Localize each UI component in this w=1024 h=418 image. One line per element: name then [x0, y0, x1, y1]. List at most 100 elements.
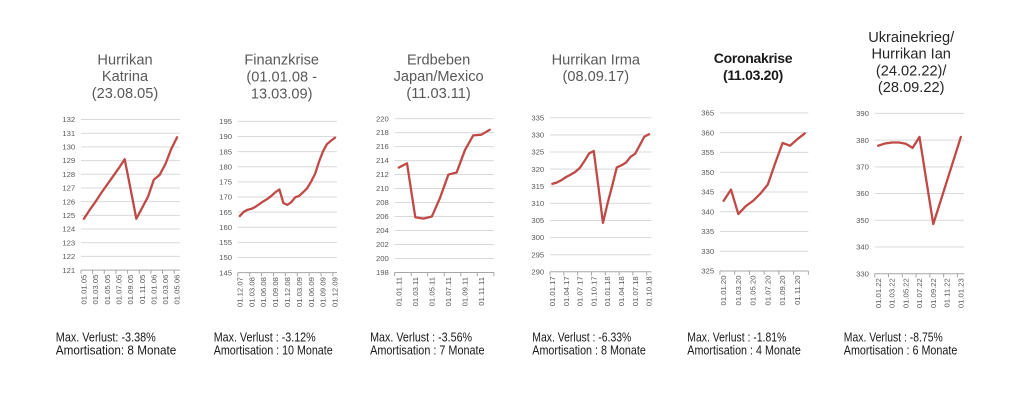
svg-text:01.09.08: 01.09.08 — [271, 277, 280, 307]
svg-text:01.07.11: 01.07.11 — [444, 277, 453, 306]
svg-text:01.07.22: 01.07.22 — [915, 278, 924, 308]
svg-text:01.05.11: 01.05.11 — [427, 277, 436, 306]
svg-text:Erdbeben: Erdbeben — [407, 52, 470, 68]
svg-text:01.09.20: 01.09.20 — [778, 276, 787, 306]
svg-text:206: 206 — [376, 212, 389, 221]
svg-text:Max. Verlust : -3.56%: Max. Verlust : -3.56% — [370, 330, 472, 344]
svg-text:305: 305 — [531, 216, 544, 225]
svg-text:01.01.20: 01.01.20 — [719, 276, 728, 306]
svg-text:01.03.09: 01.03.09 — [295, 277, 304, 307]
svg-text:01.03.06: 01.03.06 — [161, 275, 170, 305]
svg-text:210: 210 — [376, 184, 389, 193]
svg-text:360: 360 — [701, 128, 714, 137]
svg-text:310: 310 — [531, 199, 544, 208]
svg-text:01.03.05: 01.03.05 — [91, 275, 100, 305]
svg-text:01.09.09: 01.09.09 — [319, 277, 328, 307]
svg-text:01.09.22: 01.09.22 — [929, 278, 938, 308]
svg-text:01.06.08: 01.06.08 — [259, 277, 268, 307]
svg-text:01.03.08: 01.03.08 — [247, 277, 256, 307]
svg-text:Max. Verlust : -6.33%: Max. Verlust : -6.33% — [532, 330, 631, 344]
svg-text:01.06.09: 01.06.09 — [307, 277, 316, 307]
svg-text:Hurrikan Irma: Hurrikan Irma — [552, 52, 641, 68]
svg-text:130: 130 — [62, 143, 75, 152]
svg-text:390: 390 — [856, 109, 869, 118]
svg-text:01.03.11: 01.03.11 — [411, 277, 420, 306]
svg-text:208: 208 — [376, 198, 389, 207]
svg-text:01.05.22: 01.05.22 — [901, 278, 910, 308]
svg-text:Ukrainekrieg/: Ukrainekrieg/ — [868, 30, 955, 46]
svg-text:Amortisation : 4 Monate: Amortisation : 4 Monate — [687, 343, 801, 357]
svg-text:01.07.17: 01.07.17 — [576, 276, 585, 306]
svg-text:01.05.20: 01.05.20 — [749, 276, 758, 306]
svg-text:216: 216 — [376, 142, 389, 151]
svg-text:Amortisation : 7 Monate: Amortisation : 7 Monate — [370, 343, 485, 357]
svg-text:01.04.17: 01.04.17 — [562, 276, 571, 306]
svg-text:198: 198 — [376, 268, 389, 277]
svg-text:131: 131 — [62, 129, 75, 138]
svg-text:128: 128 — [62, 170, 75, 179]
svg-text:Japan/Mexico: Japan/Mexico — [394, 69, 484, 85]
svg-text:01.12.08: 01.12.08 — [283, 277, 292, 307]
svg-text:202: 202 — [376, 240, 389, 249]
svg-text:Finanzkrise: Finanzkrise — [244, 52, 319, 68]
svg-text:185: 185 — [219, 147, 232, 156]
svg-text:335: 335 — [531, 113, 544, 122]
svg-text:123: 123 — [62, 238, 75, 247]
svg-text:195: 195 — [219, 117, 232, 126]
svg-text:(28.09.22): (28.09.22) — [878, 80, 945, 96]
svg-text:Amortisation : 10 Monate: Amortisation : 10 Monate — [214, 343, 333, 357]
svg-text:01.07.20: 01.07.20 — [763, 276, 772, 306]
svg-text:325: 325 — [701, 267, 714, 276]
svg-text:Hurrikan: Hurrikan — [97, 52, 152, 68]
svg-text:340: 340 — [856, 243, 869, 252]
svg-text:01.01.18: 01.01.18 — [603, 276, 612, 306]
svg-text:220: 220 — [376, 114, 389, 123]
svg-text:330: 330 — [856, 269, 869, 278]
svg-text:150: 150 — [219, 253, 232, 262]
svg-text:345: 345 — [701, 188, 714, 197]
svg-text:127: 127 — [62, 184, 75, 193]
svg-text:200: 200 — [376, 254, 389, 263]
svg-text:180: 180 — [219, 162, 232, 171]
svg-text:214: 214 — [376, 156, 390, 165]
svg-text:170: 170 — [219, 193, 232, 202]
svg-text:335: 335 — [701, 227, 714, 236]
svg-text:315: 315 — [531, 182, 544, 191]
svg-text:325: 325 — [531, 148, 544, 157]
svg-text:Max. Verlust : -1.81%: Max. Verlust : -1.81% — [687, 330, 786, 344]
svg-text:380: 380 — [856, 136, 869, 145]
svg-text:350: 350 — [701, 168, 714, 177]
svg-text:Amortisation: 8 Monate: Amortisation: 8 Monate — [56, 343, 177, 357]
svg-text:(08.09.17): (08.09.17) — [563, 69, 630, 85]
svg-text:165: 165 — [219, 208, 232, 217]
svg-text:218: 218 — [376, 128, 389, 137]
svg-text:01.01.05: 01.01.05 — [80, 275, 89, 305]
svg-text:01.03.22: 01.03.22 — [888, 278, 897, 308]
svg-text:01.04.18: 01.04.18 — [617, 276, 626, 306]
svg-text:190: 190 — [219, 132, 232, 141]
svg-text:01.09.11: 01.09.11 — [461, 277, 470, 306]
svg-text:330: 330 — [701, 247, 714, 256]
svg-text:212: 212 — [376, 170, 389, 179]
svg-text:01.01.17: 01.01.17 — [548, 276, 557, 306]
svg-text:330: 330 — [531, 131, 544, 140]
svg-text:01.10.18: 01.10.18 — [645, 276, 654, 306]
svg-text:Amortisation : 8 Monate: Amortisation : 8 Monate — [532, 343, 646, 357]
svg-text:01.01.11: 01.01.11 — [394, 277, 403, 306]
svg-text:13.03.09): 13.03.09) — [251, 86, 313, 102]
svg-text:360: 360 — [856, 189, 869, 198]
svg-text:121: 121 — [62, 266, 75, 275]
svg-text:01.11.20: 01.11.20 — [793, 276, 802, 305]
svg-text:01.05.06: 01.05.06 — [173, 275, 182, 305]
svg-text:350: 350 — [856, 216, 869, 225]
svg-text:Amortisation : 6 Monate: Amortisation : 6 Monate — [844, 343, 958, 357]
svg-text:Coronakrise: Coronakrise — [714, 50, 793, 66]
svg-text:160: 160 — [219, 223, 232, 232]
svg-text:01.12.09: 01.12.09 — [331, 277, 340, 307]
svg-text:Max. Verlust : -3.12%: Max. Verlust : -3.12% — [214, 330, 316, 344]
svg-text:01.11.22: 01.11.22 — [943, 278, 952, 307]
svg-text:01.07.05: 01.07.05 — [115, 275, 124, 305]
svg-text:01.03.20: 01.03.20 — [734, 276, 743, 306]
svg-text:340: 340 — [701, 207, 714, 216]
svg-text:(01.01.08 -: (01.01.08 - — [246, 70, 317, 86]
